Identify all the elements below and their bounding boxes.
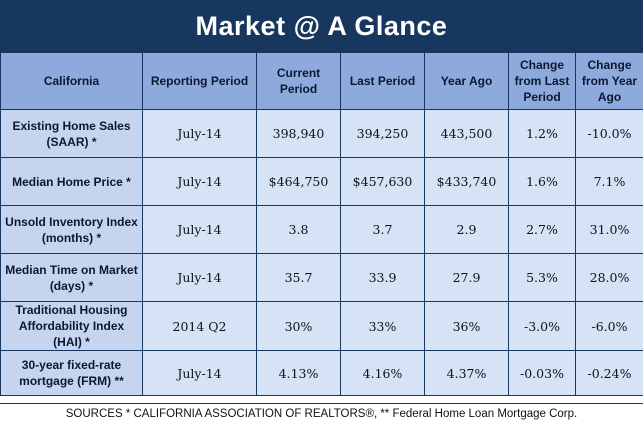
header-year-ago: Year Ago — [424, 52, 509, 110]
current-period-cell: 30% — [256, 301, 341, 351]
header-row: California Reporting Period Current Peri… — [0, 52, 643, 110]
year-ago-cell: 4.37% — [424, 350, 509, 396]
last-period-cell: 33.9 — [340, 253, 425, 302]
change-last-period-cell: -0.03% — [508, 350, 576, 396]
market-table: California Reporting Period Current Peri… — [0, 52, 643, 396]
last-period-cell: 4.16% — [340, 350, 425, 396]
row-label: 30-year fixed-rate mortgage (FRM) ** — [0, 350, 143, 396]
year-ago-cell: 443,500 — [424, 109, 509, 158]
last-period-cell: 33% — [340, 301, 425, 351]
header-change-year-ago: Change from Year Ago — [575, 52, 643, 110]
change-year-ago-cell: 31.0% — [575, 205, 643, 254]
change-year-ago-cell: -0.24% — [575, 350, 643, 396]
table-row: Existing Home Sales (SAAR) * July-14 398… — [0, 109, 643, 158]
year-ago-cell: 2.9 — [424, 205, 509, 254]
table-row: Median Time on Market (days) * July-14 3… — [0, 253, 643, 302]
header-reporting-period: Reporting Period — [142, 52, 257, 110]
current-period-cell: 398,940 — [256, 109, 341, 158]
row-label: Median Home Price * — [0, 157, 143, 206]
reporting-period-cell: 2014 Q2 — [142, 301, 257, 351]
header-change-last-period: Change from Last Period — [508, 52, 576, 110]
reporting-period-cell: July-14 — [142, 350, 257, 396]
header-last-period: Last Period — [340, 52, 425, 110]
change-year-ago-cell: 7.1% — [575, 157, 643, 206]
row-label: Median Time on Market (days) * — [0, 253, 143, 302]
sources-footnote: SOURCES * CALIFORNIA ASSOCIATION OF REAL… — [0, 403, 643, 424]
row-label: Existing Home Sales (SAAR) * — [0, 109, 143, 158]
last-period-cell: 3.7 — [340, 205, 425, 254]
last-period-cell: $457,630 — [340, 157, 425, 206]
change-year-ago-cell: -10.0% — [575, 109, 643, 158]
change-last-period-cell: 2.7% — [508, 205, 576, 254]
table-row: 30-year fixed-rate mortgage (FRM) ** Jul… — [0, 350, 643, 396]
change-last-period-cell: 1.6% — [508, 157, 576, 206]
reporting-period-cell: July-14 — [142, 253, 257, 302]
reporting-period-cell: July-14 — [142, 205, 257, 254]
current-period-cell: 3.8 — [256, 205, 341, 254]
change-last-period-cell: 5.3% — [508, 253, 576, 302]
page-title: Market @ A Glance — [0, 0, 643, 52]
reporting-period-cell: July-14 — [142, 109, 257, 158]
current-period-cell: 4.13% — [256, 350, 341, 396]
header-current-period: Current Period — [256, 52, 341, 110]
year-ago-cell: 36% — [424, 301, 509, 351]
table-row: Unsold Inventory Index (months) * July-1… — [0, 205, 643, 254]
row-label: Unsold Inventory Index (months) * — [0, 205, 143, 254]
table-row: Traditional Housing Affordability Index … — [0, 301, 643, 351]
year-ago-cell: 27.9 — [424, 253, 509, 302]
change-last-period-cell: -3.0% — [508, 301, 576, 351]
header-region: California — [0, 52, 143, 110]
table-row: Median Home Price * July-14 $464,750 $45… — [0, 157, 643, 206]
reporting-period-cell: July-14 — [142, 157, 257, 206]
current-period-cell: $464,750 — [256, 157, 341, 206]
year-ago-cell: $433,740 — [424, 157, 509, 206]
current-period-cell: 35.7 — [256, 253, 341, 302]
change-year-ago-cell: 28.0% — [575, 253, 643, 302]
change-last-period-cell: 1.2% — [508, 109, 576, 158]
last-period-cell: 394,250 — [340, 109, 425, 158]
change-year-ago-cell: -6.0% — [575, 301, 643, 351]
row-label: Traditional Housing Affordability Index … — [0, 301, 143, 351]
